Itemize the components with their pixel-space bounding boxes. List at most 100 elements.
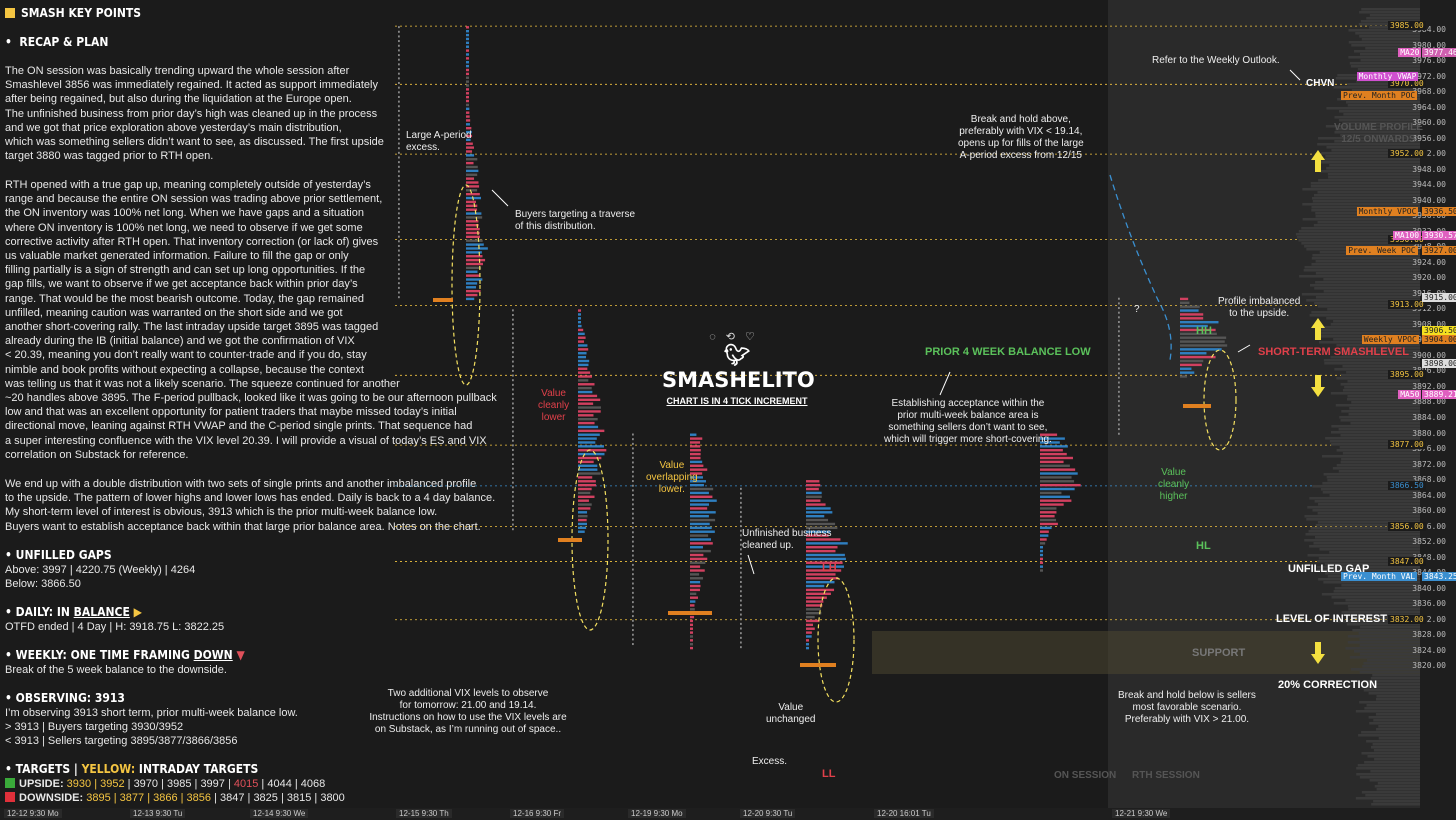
tpo-bar xyxy=(466,212,482,215)
vp-bar xyxy=(1314,536,1420,539)
vp-bar xyxy=(1329,164,1420,167)
tpo-bar xyxy=(578,526,587,530)
vp-bar xyxy=(1318,329,1420,332)
tpo-letter xyxy=(1118,344,1120,347)
vp-bar xyxy=(1317,161,1420,164)
tpo-letter xyxy=(1118,353,1120,356)
vp-bar xyxy=(1319,548,1420,551)
tpo-letter xyxy=(740,608,742,611)
vp-bar xyxy=(1360,59,1420,62)
tpo-letter xyxy=(398,26,400,29)
tpo-letter xyxy=(740,618,742,621)
tpo-bar xyxy=(690,639,693,642)
tpo-bar xyxy=(1040,495,1070,498)
vp-bar xyxy=(1366,659,1420,662)
vp-bar xyxy=(1334,620,1420,623)
tpo-letter xyxy=(398,44,400,47)
vp-bar xyxy=(1366,686,1420,689)
vp-bar xyxy=(1334,587,1420,590)
tpo-bar xyxy=(466,220,479,223)
tpo-bar xyxy=(1040,472,1078,475)
tpo-letter xyxy=(398,54,400,57)
vp-bar xyxy=(1340,419,1420,422)
tpo-profiles xyxy=(398,26,1237,703)
value-area-ellipse xyxy=(1203,349,1237,451)
tpo-bar xyxy=(578,511,588,514)
tpo-letter xyxy=(512,435,514,438)
vp-bar xyxy=(1371,746,1420,749)
vp-bar xyxy=(1315,524,1420,527)
tpo-bar xyxy=(578,515,588,518)
vp-bar xyxy=(1324,563,1420,566)
vp-bar xyxy=(1317,221,1420,224)
tpo-letter xyxy=(512,463,514,466)
tpo-letter xyxy=(398,258,400,261)
tpo-bar xyxy=(1180,328,1216,332)
tpo-bar xyxy=(690,619,693,623)
tpo-bar xyxy=(578,379,589,382)
tpo-letter xyxy=(740,646,742,649)
price-tick: 3920.00 xyxy=(1412,273,1446,283)
level-tag: 3889.21 xyxy=(1422,389,1456,399)
title-square-icon xyxy=(5,8,15,18)
vp-bar xyxy=(1361,8,1420,11)
vp-bar xyxy=(1362,665,1420,668)
tpo-bar xyxy=(466,26,469,29)
tpo-bar xyxy=(806,491,822,495)
tpo-bar xyxy=(1040,507,1057,510)
tpo-letter xyxy=(632,619,634,622)
tpo-bar xyxy=(578,483,597,487)
dashed-path xyxy=(1109,174,1172,361)
vp-bar xyxy=(1313,194,1420,197)
vp-bar xyxy=(1329,551,1420,554)
vp-bar xyxy=(1348,413,1420,416)
tpo-bar xyxy=(690,553,704,557)
vp-bar xyxy=(1317,143,1420,146)
price-tick: 3956.00 xyxy=(1412,133,1446,143)
tpo-letter xyxy=(632,512,634,515)
vp-bar xyxy=(1342,365,1420,368)
downside-targets: DOWNSIDE: 3895 | 3877 | 3866 | 3856 | 38… xyxy=(5,791,345,805)
tpo-letter xyxy=(398,291,400,294)
tpo-letter xyxy=(632,605,634,608)
tpo-bar xyxy=(578,309,581,312)
tpo-bar xyxy=(690,615,695,619)
vp-bar xyxy=(1319,170,1420,173)
price-tick: 3924.00 xyxy=(1412,257,1446,267)
vp-bar xyxy=(1327,479,1420,482)
observing-line-1: I’m observing 3913 short term, prior mul… xyxy=(5,707,298,719)
vp-bar xyxy=(1310,284,1420,287)
vp-bar xyxy=(1372,743,1420,746)
ann-short-term: SHORT-TERM SMASHLEVEL xyxy=(1258,346,1409,358)
tpo-bar xyxy=(466,33,469,37)
tpo-bar xyxy=(806,542,848,545)
level-tag: MA20 xyxy=(1398,48,1422,58)
vp-bar xyxy=(1315,296,1420,299)
tpo-bar xyxy=(466,278,483,281)
tpo-bar xyxy=(578,371,591,374)
tpo-bar xyxy=(466,64,469,68)
tpo-letter xyxy=(632,508,634,511)
tpo-letter xyxy=(632,470,634,473)
vp-bar xyxy=(1340,347,1420,350)
tpo-letter xyxy=(1118,428,1120,431)
gaps-below: Below: 3866.50 xyxy=(5,578,81,590)
vp-bar xyxy=(1317,326,1420,329)
tpo-letter xyxy=(632,545,634,548)
tpo-bar xyxy=(690,569,705,572)
vp-bar xyxy=(1306,518,1420,521)
tpo-bar xyxy=(1040,452,1067,456)
pointer-line xyxy=(1289,69,1301,81)
tpo-bar xyxy=(690,437,703,440)
vp-bar xyxy=(1322,491,1420,494)
text-line: gap fills, we want to observe if we get … xyxy=(5,278,358,291)
text-line: unfilled, meaning caution was warranted … xyxy=(5,306,343,319)
tpo-bar xyxy=(466,119,471,122)
tpo-letter xyxy=(512,458,514,461)
ann-rth-session: RTH SESSION xyxy=(1132,770,1200,781)
tpo-letter xyxy=(398,235,400,238)
vp-bar xyxy=(1311,206,1420,209)
tpo-letter xyxy=(632,438,634,441)
text-line: We end up with a double distribution wit… xyxy=(5,478,477,490)
vp-bar xyxy=(1340,374,1420,377)
